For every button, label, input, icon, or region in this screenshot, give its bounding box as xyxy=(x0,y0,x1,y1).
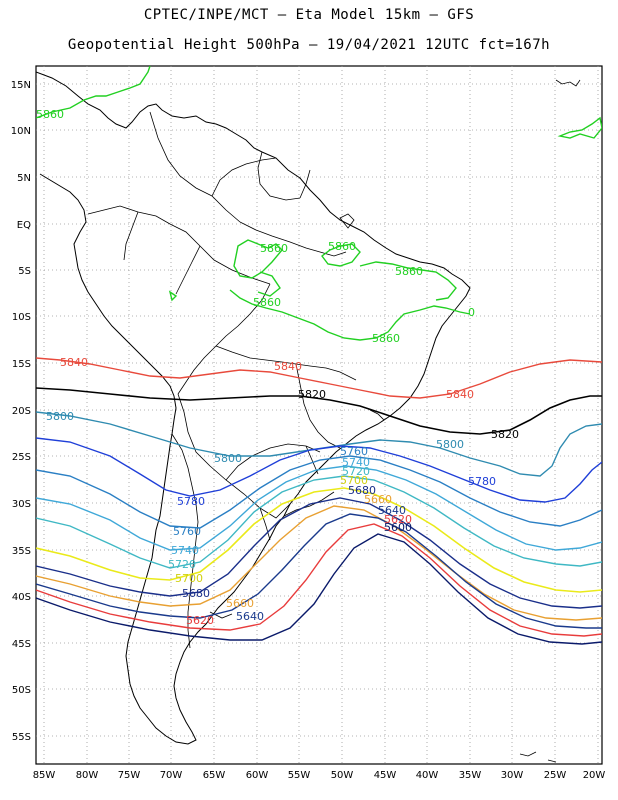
contour-label-5820: 5820 xyxy=(298,388,326,401)
contour-label-5840: 5840 xyxy=(274,360,302,373)
lon-label: 35W xyxy=(459,770,482,781)
contour-label-5820: 5820 xyxy=(491,428,519,441)
longitude-labels: 85W 80W 75W 70W 65W 60W 55W 50W 45W 40W … xyxy=(33,770,606,781)
contour-label-5800: 5800 xyxy=(436,438,464,451)
contour-5740 xyxy=(36,465,602,551)
lat-label: 15S xyxy=(12,359,31,370)
contour-label-5860: 5860 xyxy=(372,332,400,345)
map-frame xyxy=(35,65,603,765)
contour-5780 xyxy=(36,437,602,503)
south-america-coastline xyxy=(36,71,471,745)
latitude-labels: 15N 10N 5N EQ 5S 10S 15S 20S 25S 30S 35S… xyxy=(11,80,31,743)
contour-label-5660: 5660 xyxy=(364,493,392,506)
lat-label: 50S xyxy=(12,685,31,696)
contour-label-5800: 5800 xyxy=(214,452,242,465)
contour-label-5660: 5660 xyxy=(226,597,254,610)
lon-label: 60W xyxy=(246,770,269,781)
lon-label: 20W xyxy=(583,770,606,781)
lon-label: 55W xyxy=(288,770,311,781)
map-title-line1: CPTEC/INPE/MCT – Eta Model 15km – GFS xyxy=(143,7,475,23)
lon-label: 70W xyxy=(160,770,183,781)
contour-5760 xyxy=(36,455,602,529)
contour-label-5680: 5680 xyxy=(348,484,376,497)
lat-label: 40S xyxy=(12,592,31,603)
contour-label-5860: 5860 xyxy=(36,108,64,121)
contour-5660 xyxy=(36,505,602,621)
lon-label: 25W xyxy=(544,770,567,781)
lon-label: 80W xyxy=(76,770,99,781)
lat-label: 35S xyxy=(12,546,31,557)
lat-label: 55S xyxy=(12,732,31,743)
contour-label-5860: 5860 xyxy=(328,240,356,253)
contour-label-5860: 5860 xyxy=(395,265,423,278)
contour-5640 xyxy=(36,513,602,629)
contour-5700 xyxy=(36,487,602,593)
lat-label: 10S xyxy=(12,312,31,323)
lat-label: 45S xyxy=(12,639,31,650)
contour-label-5640: 5640 xyxy=(378,504,406,517)
contour-5800 xyxy=(36,411,602,477)
contour-5820 xyxy=(36,387,602,435)
contour-5840 xyxy=(36,357,602,399)
map-title-line2: Geopotential Height 500hPa – 19/04/2021 … xyxy=(67,37,551,53)
contour-label-5600: 5600 xyxy=(384,521,412,534)
lon-label: 45W xyxy=(374,770,397,781)
lon-label: 40W xyxy=(416,770,439,781)
lat-label: 10N xyxy=(11,126,31,137)
contour-5860 xyxy=(36,66,602,341)
contour-label-5760: 5760 xyxy=(173,525,201,538)
contour-label-5780: 5780 xyxy=(468,475,496,488)
lon-label: 85W xyxy=(33,770,56,781)
island-outlines xyxy=(209,79,581,763)
lon-label: 50W xyxy=(331,770,354,781)
lat-label: EQ xyxy=(17,220,31,231)
contour-5680 xyxy=(36,497,602,609)
contour-label-5740: 5740 xyxy=(171,544,199,557)
contour-label-5760: 5760 xyxy=(340,445,368,458)
contour-label-5620: 5620 xyxy=(384,513,412,526)
contour-label-5740: 5740 xyxy=(342,456,370,469)
contour-label-5780: 5780 xyxy=(177,495,205,508)
lat-label: 5N xyxy=(17,173,31,184)
contour-label-5620: 5620 xyxy=(186,614,214,627)
contour-label-5640: 5640 xyxy=(236,610,264,623)
contour-label-5800: 5800 xyxy=(46,410,74,423)
contour-5620 xyxy=(36,523,602,637)
lon-label: 75W xyxy=(118,770,141,781)
contour-label-5860: 5860 xyxy=(253,296,281,309)
lat-label: 30S xyxy=(12,499,31,510)
contour-label-5720: 5720 xyxy=(342,465,370,478)
lon-label: 30W xyxy=(501,770,524,781)
contour-label-5840: 5840 xyxy=(446,388,474,401)
contour-label-0: 0 xyxy=(468,306,475,319)
contour-5600 xyxy=(36,533,602,645)
contour-label-5680: 5680 xyxy=(182,587,210,600)
lat-label: 5S xyxy=(18,266,31,277)
contour-5720 xyxy=(36,475,602,569)
contour-label-5720: 5720 xyxy=(168,558,196,571)
contour-label-5860: 5860 xyxy=(260,242,288,255)
lat-label: 20S xyxy=(12,406,31,417)
contour-label-5840: 5840 xyxy=(60,356,88,369)
lat-label: 15N xyxy=(11,80,31,91)
lon-label: 65W xyxy=(203,770,226,781)
contour-label-5700: 5700 xyxy=(340,474,368,487)
contour-labels: 5860 5860 5860 5860 5860 5860 0 5840 584… xyxy=(36,108,519,627)
contour-label-5700: 5700 xyxy=(175,572,203,585)
lat-label: 25S xyxy=(12,452,31,463)
lat-lon-grid xyxy=(36,66,602,764)
